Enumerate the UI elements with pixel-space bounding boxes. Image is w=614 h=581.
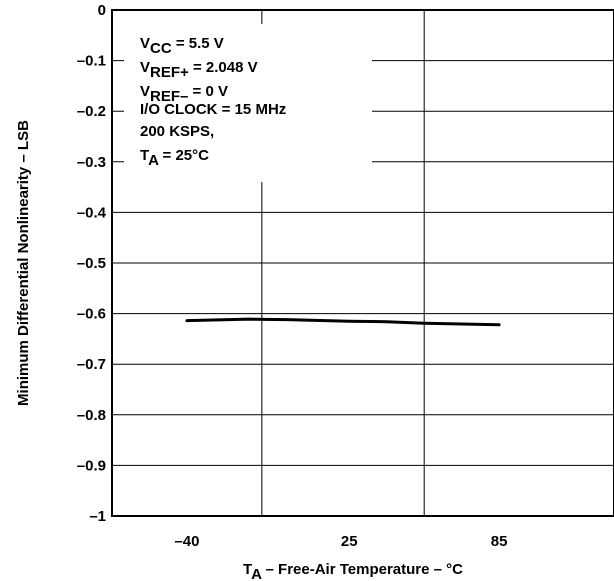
y-tick-label: –0.4 — [77, 204, 107, 221]
x-tick-label: 85 — [491, 533, 508, 550]
annotation-line: VREF– = 0 V — [140, 83, 228, 105]
x-tick-label: –40 — [174, 533, 199, 550]
x-axis-title: TA – Free-Air Temperature – °C — [243, 561, 463, 581]
y-tick-label: –0.7 — [77, 356, 106, 373]
y-axis-ticks: 0 –0.1 –0.2 –0.3 –0.4 –0.5 –0.6 –0.7 –0.8 –0.9 –1 — [77, 2, 107, 525]
y-tick-label: –0.2 — [77, 103, 106, 120]
y-tick-label: –0.3 — [77, 154, 106, 171]
annotation-background — [124, 24, 372, 182]
annotation-line: TA = 25°C — [140, 147, 209, 169]
y-tick-label: –0.5 — [77, 255, 106, 272]
y-axis-title: Minimum Differential Nonlinearity – LSB — [15, 120, 32, 406]
y-tick-label: –0.9 — [77, 457, 106, 474]
plot-frame — [111, 9, 614, 517]
y-tick-label: –0.8 — [77, 407, 106, 424]
annotation-line: I/O CLOCK = 15 MHz — [140, 101, 286, 118]
annotation-line: VREF+ = 2.048 V — [140, 59, 258, 81]
y-tick-label: –0.1 — [77, 53, 106, 70]
x-axis-ticks: –40 25 85 — [174, 533, 507, 550]
y-tick-label: 0 — [98, 2, 106, 19]
y-tick-label: –0.6 — [77, 306, 106, 323]
y-tick-label: –1 — [89, 508, 106, 525]
x-tick-label: 25 — [341, 533, 358, 550]
series-layer — [185, 317, 501, 327]
series-line — [185, 317, 501, 327]
annotation-line: VCC = 5.5 V — [140, 35, 224, 57]
annotation-line: 200 KSPS, — [140, 123, 214, 140]
